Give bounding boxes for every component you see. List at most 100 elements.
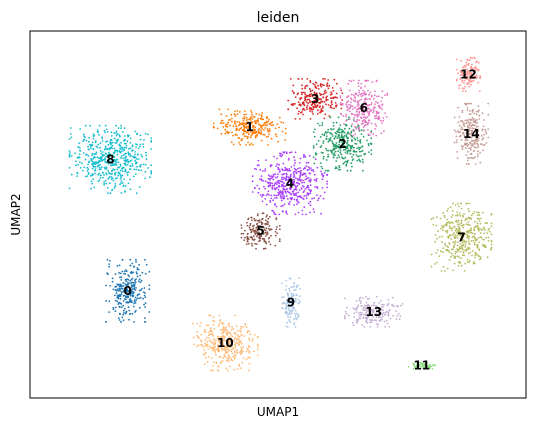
cell-point [357, 94, 359, 97]
cell-point [461, 87, 464, 89]
cell-point [370, 137, 373, 140]
cell-point [134, 296, 137, 299]
cell-point [119, 276, 121, 279]
cell-point [358, 126, 360, 129]
cell-point [234, 350, 236, 353]
cell-point [327, 104, 330, 106]
cell-point [305, 197, 308, 200]
cell-point [453, 232, 455, 234]
cell-point [115, 292, 118, 294]
cell-point [476, 214, 479, 217]
cell-point [346, 141, 349, 144]
cell-point [309, 180, 312, 183]
cell-point [474, 133, 477, 136]
cell-point [438, 236, 441, 238]
cell-point [347, 137, 350, 140]
cell-point [230, 349, 233, 351]
cell-point [76, 175, 78, 178]
cell-point [469, 259, 471, 262]
cell-point [332, 97, 335, 99]
cell-point [212, 346, 214, 349]
cell-point [260, 179, 263, 182]
cell-point [471, 250, 474, 252]
cell-point [223, 354, 226, 356]
cell-point [358, 127, 361, 130]
cell-point [414, 366, 417, 369]
cell-point [458, 225, 460, 228]
cell-point [357, 155, 359, 158]
cell-point [265, 136, 268, 138]
cell-point [108, 263, 111, 265]
cell-point [360, 92, 363, 95]
cell-point [457, 249, 460, 252]
cell-point [427, 366, 430, 369]
cell-point [461, 248, 464, 251]
cell-point [214, 342, 217, 345]
cell-point [69, 152, 71, 155]
cell-point [290, 186, 293, 189]
cell-point [137, 147, 140, 150]
cell-point [213, 347, 216, 350]
cell-point [223, 327, 225, 329]
cell-point [478, 114, 481, 117]
cell-point [343, 123, 345, 125]
cell-point [379, 106, 382, 109]
cell-point [285, 151, 288, 154]
cell-point [412, 367, 415, 370]
cell-point [140, 154, 143, 156]
cell-point [357, 123, 359, 126]
cell-point [473, 118, 475, 120]
cell-point [358, 99, 361, 102]
cell-point [276, 123, 279, 126]
cell-point [289, 201, 291, 203]
cell-point [477, 150, 479, 153]
cell-point [362, 104, 365, 107]
cell-point [249, 236, 252, 239]
cell-point [256, 214, 259, 217]
cell-point [440, 270, 443, 272]
cell-point [305, 165, 308, 168]
cell-point [78, 156, 81, 159]
cell-point [105, 140, 107, 143]
cell-point [308, 202, 310, 205]
cell-point [458, 116, 461, 118]
cell-point [336, 157, 338, 159]
cell-point [442, 212, 445, 214]
cell-point [229, 365, 232, 368]
cell-point [334, 167, 337, 170]
cell-point [322, 174, 325, 177]
cell-point [250, 216, 253, 219]
cell-point [243, 117, 246, 120]
cell-point [235, 342, 237, 344]
cell-point [126, 301, 129, 303]
cell-point [266, 124, 268, 127]
cell-point [368, 151, 370, 154]
cell-point [225, 333, 228, 336]
cell-point [460, 128, 462, 131]
cell-point [88, 137, 90, 139]
cell-point [338, 143, 340, 146]
cell-point [256, 164, 259, 167]
cell-point [467, 223, 470, 226]
cell-point [471, 69, 474, 71]
cell-point [275, 196, 278, 199]
cell-point [272, 199, 274, 202]
cell-point [256, 335, 259, 338]
cell-point [148, 288, 151, 291]
cell-point [376, 326, 379, 328]
cell-point [116, 300, 119, 303]
cell-point [281, 183, 284, 186]
cell-point [249, 356, 251, 359]
cell-point [138, 306, 141, 309]
cell-point [283, 195, 286, 198]
cell-point [236, 337, 239, 340]
cell-point [459, 74, 462, 76]
cell-point [121, 285, 123, 287]
cell-point [296, 284, 299, 287]
cell-point [478, 249, 481, 252]
cell-point [342, 140, 344, 143]
cell-point [362, 161, 364, 164]
cell-point [303, 91, 306, 94]
cell-point [114, 185, 117, 187]
cell-point [407, 365, 410, 368]
